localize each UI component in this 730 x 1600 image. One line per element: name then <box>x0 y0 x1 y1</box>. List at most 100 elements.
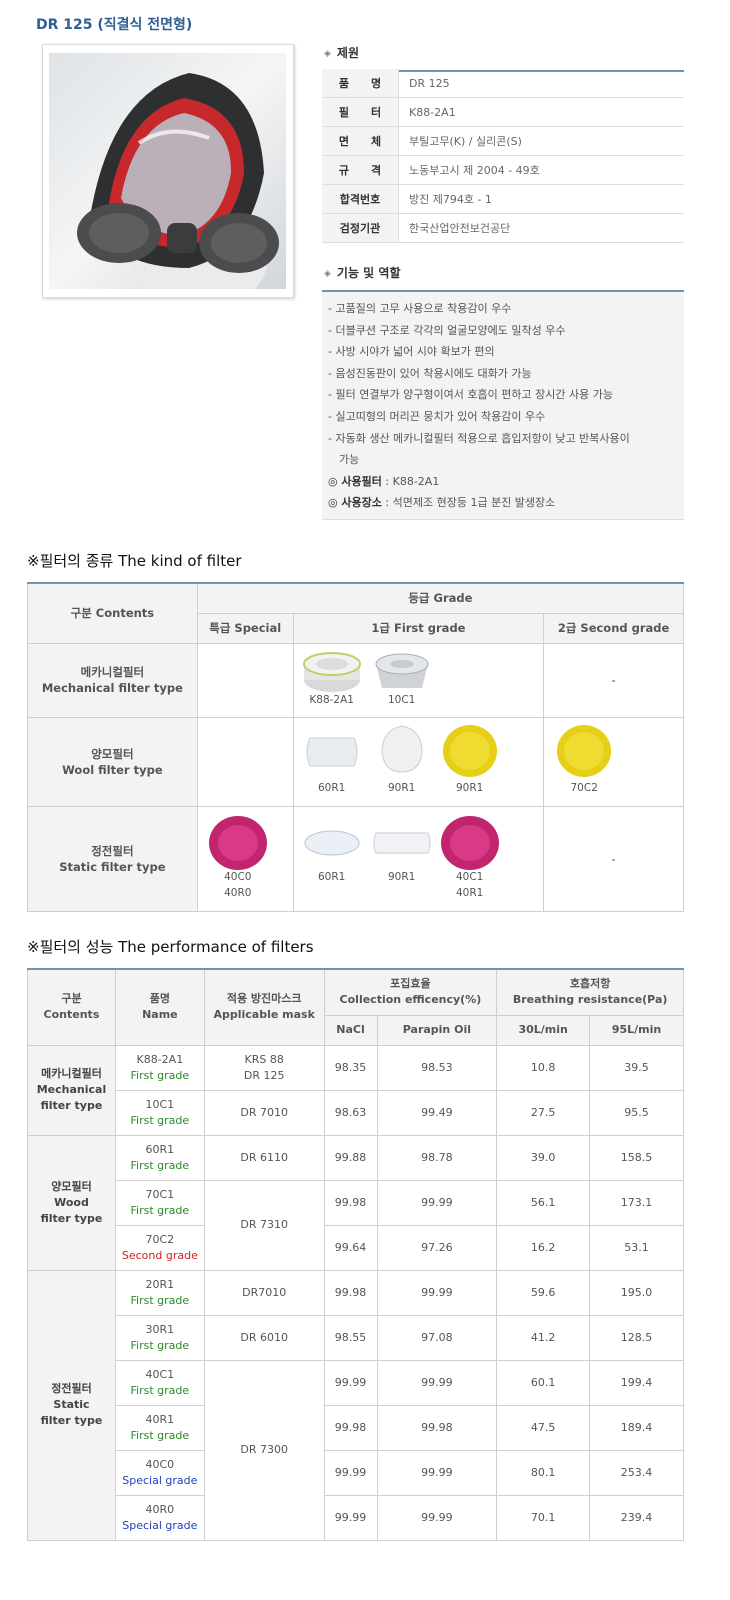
functions-heading: ◈ 기능 및 역할 <box>324 264 400 281</box>
full-face-mask-photo <box>49 53 286 289</box>
perf-name-cell: 40C0 Special grade <box>114 1449 205 1496</box>
perf-r30: 41.2 <box>496 1314 591 1361</box>
perf-header-mask-ko: 적용 방진마스크 <box>226 992 302 1006</box>
function-item: - 더블쿠션 구조로 각각의 얼굴모양에도 밀착성 우수 <box>328 323 566 337</box>
mask-illustration <box>77 73 279 289</box>
kind-row-static: 정전필터 Static filter type 40C0 40R0 60R1 <box>27 805 684 912</box>
function-item: - 고품질의 고무 사용으로 착용감이 우수 <box>328 302 512 315</box>
perf-r30: 47.5 <box>496 1404 591 1451</box>
perf-oil: 99.99 <box>376 1449 498 1496</box>
spec-row: 검정기관 한국산업안전보건공단 <box>322 213 684 243</box>
perf-mask: DR 7010 <box>240 1105 288 1119</box>
kind-header-grade: 등급 Grade <box>196 582 685 614</box>
perf-nacl: 99.64 <box>323 1224 378 1271</box>
perf-nacl: 99.99 <box>323 1359 378 1406</box>
kind-row-label-ko: 정전필터 <box>91 843 134 858</box>
perf-row: 40C0 Special grade 99.99 99.99 80.1 253.4 <box>28 1449 684 1496</box>
perf-nacl: 98.63 <box>323 1089 378 1136</box>
perf-group-en1: Static <box>53 1398 90 1411</box>
perf-row: 10C1 First grade DR 7010 98.63 99.49 27.5 95.5 <box>28 1089 684 1136</box>
specs-heading: ◈ 제원 <box>324 44 359 61</box>
perf-filter-grade: First grade <box>130 1383 190 1397</box>
perf-filter-name: 70C1 <box>145 1187 175 1201</box>
filter-label-90r1: 90R1 <box>388 781 416 794</box>
perf-header-contents-en: Contents <box>43 1008 100 1022</box>
filter-label-90r1-yellow: 90R1 <box>456 781 484 794</box>
perf-filter-name: K88-2A1 <box>136 1052 184 1066</box>
perf-group-en2: filter type <box>40 1414 103 1427</box>
perf-name-cell: 70C2 Second grade <box>114 1224 205 1271</box>
use-place-value: : 석면제조 현장등 1급 분진 발생장소 <box>381 496 556 510</box>
perf-mask-cell: DR 7010 <box>203 1089 325 1136</box>
perf-filter-grade: First grade <box>130 1113 190 1127</box>
perf-row: 70C2 Second grade 99.64 97.26 16.2 53.1 <box>28 1224 684 1271</box>
perf-oil: 97.26 <box>376 1224 498 1271</box>
perf-filter-name: 40C1 <box>145 1367 175 1381</box>
perf-row: 70C1 First grade DR 7310 99.98 99.99 56.1 173.… <box>28 1179 684 1271</box>
kind-col-first: 1급 First grade <box>292 612 545 644</box>
spec-table: 품 명 DR 125 필 터 K88-2A1 면 체 부틸고무(K) / 실리콘(S) 규 … <box>322 69 684 243</box>
spec-row: 필 터 K88-2A1 <box>322 97 684 127</box>
kind-col-second: 2급 Second grade <box>543 612 684 644</box>
kind-row-label: 메카니컬필터 Mechanical filter type <box>27 642 198 718</box>
function-item-continuation: 가능 <box>339 453 360 467</box>
filter-label-10c1: 10C1 <box>387 693 416 706</box>
spec-key: 필 터 <box>322 97 399 127</box>
function-item: - 필터 연결부가 양구형이여서 호흡이 편하고 장시간 사용 가능 <box>328 388 613 402</box>
filter-kind-table: 구분 Contents 등급 Grade 특급 Special 1급 First… <box>27 582 685 912</box>
perf-filter-grade: First grade <box>130 1068 190 1082</box>
perf-section-title: ※필터의 성능 The performance of filters <box>27 938 314 956</box>
perf-oil: 98.53 <box>376 1044 498 1091</box>
perf-oil: 99.99 <box>376 1359 498 1406</box>
perf-group-ko: 양모필터 <box>51 1179 92 1193</box>
kind-row-label: 양모필터 Wool filter type <box>27 716 198 807</box>
filter-label-60r1: 60R1 <box>318 781 346 794</box>
perf-group-en1: Wood <box>54 1195 89 1209</box>
perf-r95: 253.4 <box>589 1449 684 1496</box>
perf-header-breathing-en: Breathing resistance(Pa) <box>512 993 668 1007</box>
spec-value: K88-2A1 <box>398 97 684 127</box>
filter-performance-table: 구분 Contents 품명 Name 적용 방진마스크 Applicable mas… <box>27 968 684 1541</box>
perf-header-mask-en: Applicable mask <box>213 1008 315 1022</box>
perf-filter-grade: First grade <box>130 1203 190 1217</box>
perf-mask-cell: DR 6110 <box>203 1134 325 1181</box>
kind-cell-special: 40C0 40R0 <box>196 805 294 912</box>
filter-label-40c0: 40C0 <box>224 870 252 883</box>
filter-image-40c1 <box>440 815 500 871</box>
filter-image-k88 <box>302 650 362 694</box>
kind-row-mechanical: 메카니컬필터 Mechanical filter type K88-2A1 10… <box>27 642 684 718</box>
perf-r95: 189.4 <box>589 1404 684 1451</box>
perf-r95: 95.5 <box>589 1089 684 1136</box>
kind-cell-first: K88-2A1 10C1 <box>292 642 545 718</box>
perf-mask: DR 7310 <box>240 1218 288 1231</box>
perf-mask: DR7010 <box>242 1285 287 1299</box>
perf-header-30: 30L/min <box>496 1014 591 1046</box>
perf-filter-grade: First grade <box>130 1293 190 1307</box>
perf-header-name: 품명 Name <box>114 968 205 1046</box>
spec-row: 품 명 DR 125 <box>322 69 684 98</box>
filter-image-10c1 <box>372 650 432 694</box>
use-filter-line: ◎ 사용필터 : K88-2A1 <box>328 471 684 493</box>
perf-r30: 80.1 <box>496 1449 591 1496</box>
kind-header-contents: 구분 Contents <box>27 582 198 644</box>
perf-r30: 10.8 <box>496 1044 591 1091</box>
perf-r30: 16.2 <box>496 1224 591 1271</box>
perf-header-collection: 포집효율 Collection efficency(%) <box>323 968 498 1016</box>
filter-image-60r1 <box>304 734 360 770</box>
kind-row-label-ko: 메카니컬필터 <box>80 665 145 679</box>
perf-name-cell: 40C1 First grade <box>114 1359 205 1406</box>
perf-row: 메카니컬필터 Mechanical filter type K88-2A1 First … <box>27 1044 684 1136</box>
perf-row: 40R1 First grade 99.98 99.98 47.5 189.4 <box>28 1404 684 1451</box>
product-title: DR 125 (직결식 전면형) <box>36 17 193 33</box>
perf-mask-cell: DR 6010 <box>203 1314 325 1361</box>
perf-row: 40R0 Special grade 99.99 99.99 70.1 239.4 <box>28 1494 684 1541</box>
perf-mask-2: DR 125 <box>243 1068 285 1082</box>
spec-value: 노동부고시 제 2004 - 49호 <box>398 155 684 185</box>
perf-header-mask: 적용 방진마스크 Applicable mask <box>203 968 325 1046</box>
perf-r95: 195.0 <box>589 1269 684 1316</box>
kind-row-label-en: Mechanical filter type <box>41 681 183 695</box>
perf-filter-grade: First grade <box>130 1158 190 1172</box>
kind-cell-special-empty <box>196 642 294 718</box>
perf-group-ko: 메카니컬필터 <box>41 1067 102 1080</box>
perf-filter-name: 40R0 <box>145 1502 175 1516</box>
